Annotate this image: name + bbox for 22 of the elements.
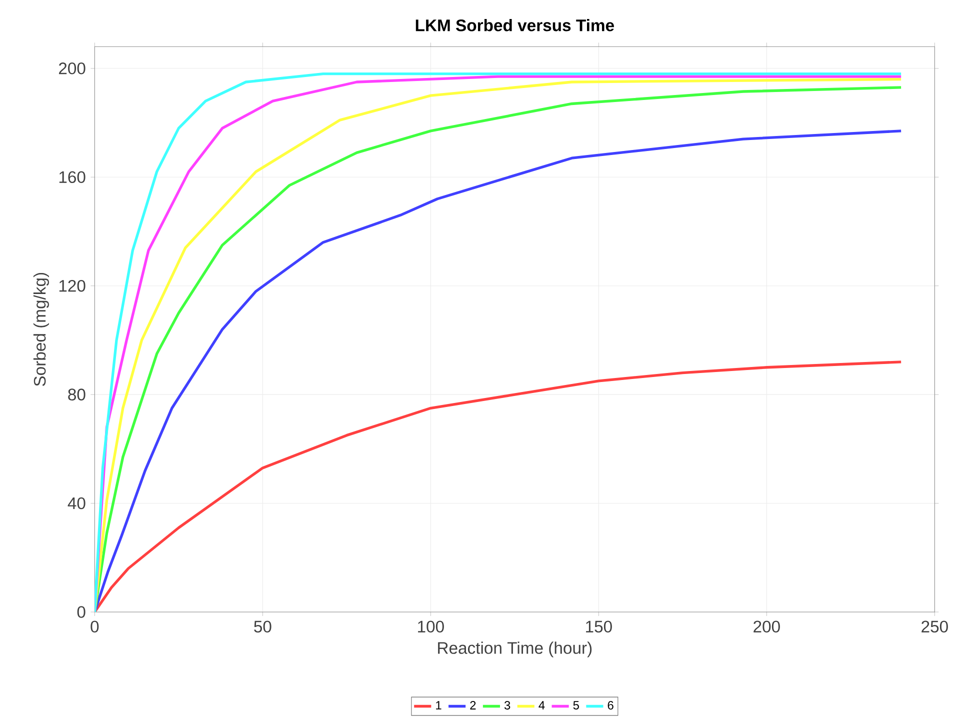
legend-label: 4 (538, 700, 545, 710)
x-tick-label: 100 (418, 620, 444, 632)
legend-label: 3 (504, 700, 510, 710)
x-tick-label: 50 (254, 620, 272, 632)
line-series (94, 360, 902, 612)
x-axis-title: Reaction Time (hour) (438, 641, 592, 658)
legend-label: 2 (470, 700, 476, 710)
y-axis-title: Sorbed (mg/kg) (33, 272, 49, 386)
y-tick-label: 160 (59, 171, 86, 183)
legend-label: 5 (573, 700, 579, 710)
chart-title: LKM Sorbed versus Time (416, 18, 614, 32)
legend-label: 1 (436, 700, 442, 710)
x-tick-label: 200 (754, 620, 780, 632)
x-tick-label: 150 (586, 620, 612, 632)
y-tick-label: 80 (68, 388, 86, 400)
y-tick-label: 200 (58, 62, 86, 74)
y-tick-label: 0 (77, 606, 86, 618)
x-tick-label: 0 (90, 620, 99, 632)
x-tick-label: 250 (922, 620, 948, 632)
legend-label: 6 (608, 700, 614, 710)
y-tick-label: 40 (68, 497, 86, 510)
y-tick-label: 120 (59, 280, 86, 292)
